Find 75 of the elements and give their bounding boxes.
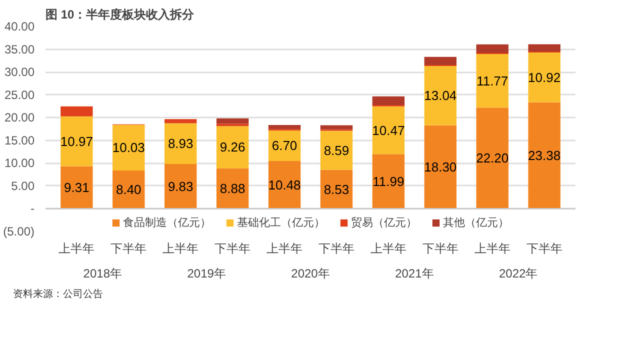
y-tick-label: 10.00: [4, 156, 35, 170]
text: 2020年: [291, 266, 330, 280]
bar: [528, 102, 560, 209]
bar: [320, 125, 353, 130]
y-tick-label: 25.00: [4, 88, 35, 102]
y-tick-label: 30.00: [4, 65, 35, 80]
x-tick-label: 下半年: [422, 242, 458, 256]
bar: [320, 130, 353, 170]
bar: [372, 106, 405, 154]
bar: [372, 96, 405, 106]
x-tick-label: 上半年: [58, 242, 95, 256]
bar: [268, 124, 301, 130]
data-label: 8.59: [324, 142, 350, 158]
data-label: 10.47: [372, 122, 405, 138]
data-label: 8.53: [324, 182, 350, 197]
bar: [528, 52, 560, 102]
data-label: 10.48: [268, 177, 301, 192]
x-tick-label: 下半年: [110, 242, 147, 256]
data-label: 8.93: [168, 136, 194, 152]
text: 2022年: [498, 266, 538, 280]
x-tick-label: 上半年: [370, 242, 406, 256]
y-tick-label: 15.00: [4, 133, 35, 148]
y-tick-label: 20.00: [4, 110, 35, 125]
bar: [164, 119, 197, 124]
data-label: 8.88: [220, 180, 246, 196]
bar: [60, 106, 93, 116]
bar: [164, 123, 197, 164]
legend-label: 基础化工（亿元）: [237, 216, 325, 230]
bar: [372, 154, 405, 209]
data-label: 18.30: [424, 160, 457, 175]
data-label: 11.99: [372, 174, 404, 189]
x-tick-label: 上半年: [266, 242, 303, 256]
data-label: 22.20: [476, 150, 509, 166]
text: 2018年: [83, 266, 122, 280]
data-label: 11.77: [476, 73, 508, 88]
x-tick-label: 下半年: [526, 242, 562, 256]
chart-title: 图 10：半年度板块收入拆分: [46, 8, 196, 22]
bar: [476, 54, 508, 108]
y-tick-label: 40.00: [4, 20, 35, 34]
bar: [216, 118, 249, 124]
y-tick-label: -: [30, 202, 35, 216]
bar: [476, 44, 508, 54]
y-tick-label: 35.00: [4, 42, 35, 56]
y-tick-label: (5.00): [3, 224, 35, 238]
bar: [216, 126, 249, 168]
data-label: 10.03: [112, 140, 145, 156]
bar: [60, 166, 93, 209]
data-label: 10.97: [60, 134, 93, 149]
text: 资料来源：公司公告: [13, 288, 103, 302]
x-tick-label: 下半年: [214, 242, 251, 256]
y-tick-label: 5.00: [11, 178, 35, 193]
data-label: 9.83: [168, 178, 194, 194]
x-tick-label: 下半年: [318, 242, 354, 256]
data-label: 13.04: [424, 88, 457, 104]
data-label: 9.31: [64, 180, 90, 196]
bar: [112, 124, 145, 170]
bar: [424, 56, 457, 66]
x-tick-label: 上半年: [162, 242, 199, 256]
data-label: 8.40: [116, 182, 142, 198]
legend-label: 贸易（亿元）: [351, 216, 417, 230]
legend-label: 食品制造（亿元）: [123, 216, 211, 230]
data-label: 10.92: [528, 70, 561, 85]
bar: [424, 66, 457, 126]
data-label: 6.70: [272, 138, 298, 154]
bar: [164, 164, 197, 209]
legend-label: 其他（亿元）: [443, 216, 509, 230]
data-label: 23.38: [528, 148, 561, 163]
x-tick-label: 上半年: [474, 242, 510, 256]
bar: [60, 116, 93, 166]
bar: [528, 44, 560, 52]
bar: [476, 108, 508, 209]
text: 2019年: [187, 266, 226, 280]
text: 2021年: [395, 266, 434, 280]
bar: [424, 125, 457, 209]
data-label: 9.26: [220, 140, 246, 155]
